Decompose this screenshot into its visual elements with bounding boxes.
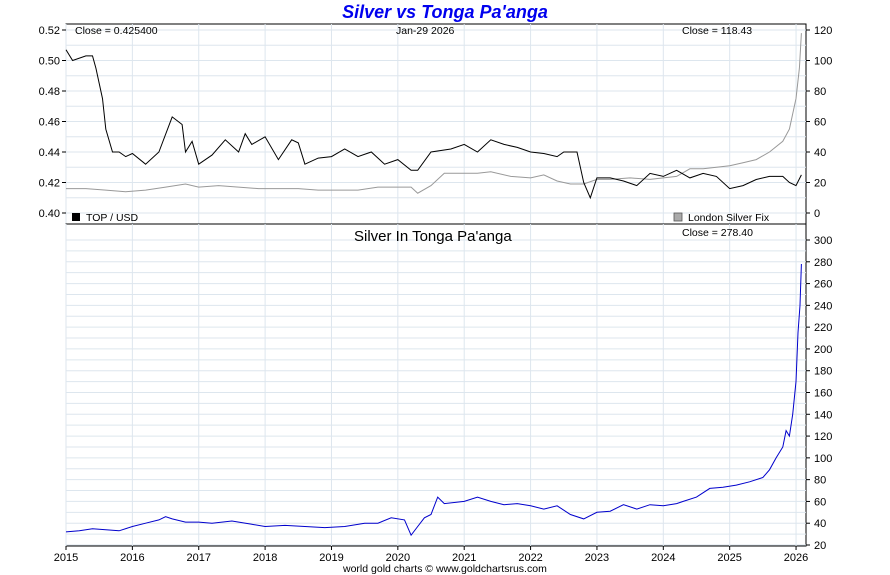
series-line-top-usd <box>65 49 802 200</box>
left-tick-label: 0.46 <box>39 117 60 129</box>
right-tick-label: 20 <box>814 540 826 552</box>
right-tick-label: 260 <box>814 279 832 291</box>
top-right-axis: 0 20 40 60 80 100 120 <box>806 25 832 220</box>
top-left-axis: 0.40 0.42 0.44 0.46 0.48 0.50 0.52 <box>39 25 66 220</box>
right-tick-label: 60 <box>814 496 826 508</box>
left-tick-label: 0.52 <box>39 25 60 37</box>
left-tick-label: 0.42 <box>39 178 60 190</box>
bottom-close-label: Close = 278.40 <box>682 227 753 239</box>
legend-label-top-usd: TOP / USD <box>86 212 139 224</box>
x-tick-label: 2021 <box>452 552 476 564</box>
x-axis: 2015 2016 2017 2018 2019 2020 2021 2022 2023 2024… <box>54 546 808 564</box>
x-tick-label: 2024 <box>651 552 675 564</box>
right-tick-label: 180 <box>814 366 832 378</box>
right-tick-label: 80 <box>814 86 826 98</box>
right-tick-label: 40 <box>814 147 826 159</box>
x-tick-label: 2019 <box>319 552 343 564</box>
left-tick-label: 0.50 <box>39 56 60 68</box>
right-tick-label: 20 <box>814 178 826 190</box>
x-tick-label: 2026 <box>784 552 808 564</box>
left-close-label: Close = 0.425400 <box>75 25 158 37</box>
x-tick-label: 2015 <box>54 552 78 564</box>
right-tick-label: 220 <box>814 322 832 334</box>
top-panel-frame <box>65 23 807 225</box>
x-tick-label: 2020 <box>386 552 410 564</box>
x-tick-label: 2017 <box>186 552 210 564</box>
right-tick-label: 0 <box>814 208 820 220</box>
right-tick-label: 140 <box>814 409 832 421</box>
right-tick-label: 100 <box>814 56 832 68</box>
series-line-silver-in-tonga-paanga <box>65 263 802 537</box>
bottom-right-axis: 20 40 60 80 100 120 140 160 180 200 220 240 260 280 30… <box>806 235 832 552</box>
right-tick-label: 200 <box>814 344 832 356</box>
top-panel-grid <box>65 24 806 224</box>
right-tick-label: 240 <box>814 300 832 312</box>
x-tick-label: 2018 <box>253 552 277 564</box>
chart-title: Silver vs Tonga Pa'anga <box>342 2 548 22</box>
legend-label-silver-fix: London Silver Fix <box>688 212 770 224</box>
bottom-panel-title: Silver In Tonga Pa'anga <box>354 228 512 245</box>
right-tick-label: 120 <box>814 25 832 37</box>
right-tick-label: 120 <box>814 431 832 443</box>
right-close-label: Close = 118.43 <box>682 25 752 37</box>
legend-swatch-silver-fix <box>673 212 683 222</box>
right-tick-label: 300 <box>814 235 832 247</box>
left-tick-label: 0.48 <box>39 86 60 98</box>
right-tick-label: 80 <box>814 475 826 487</box>
date-label: Jan-29 2026 <box>396 25 455 37</box>
x-tick-label: 2023 <box>585 552 609 564</box>
right-tick-label: 40 <box>814 518 826 530</box>
x-tick-label: 2025 <box>717 552 741 564</box>
right-tick-label: 280 <box>814 257 832 269</box>
right-tick-label: 60 <box>814 117 826 129</box>
x-tick-label: 2022 <box>518 552 542 564</box>
right-tick-label: 160 <box>814 388 832 400</box>
legend-swatch-top-usd <box>72 213 80 221</box>
series-line-london-silver-fix <box>66 33 802 194</box>
x-tick-label: 2016 <box>120 552 144 564</box>
right-tick-label: 100 <box>814 453 832 465</box>
left-tick-label: 0.40 <box>39 208 60 220</box>
footer-credit: world gold charts © www.goldchartsrus.co… <box>342 563 547 575</box>
left-tick-label: 0.44 <box>39 147 60 159</box>
